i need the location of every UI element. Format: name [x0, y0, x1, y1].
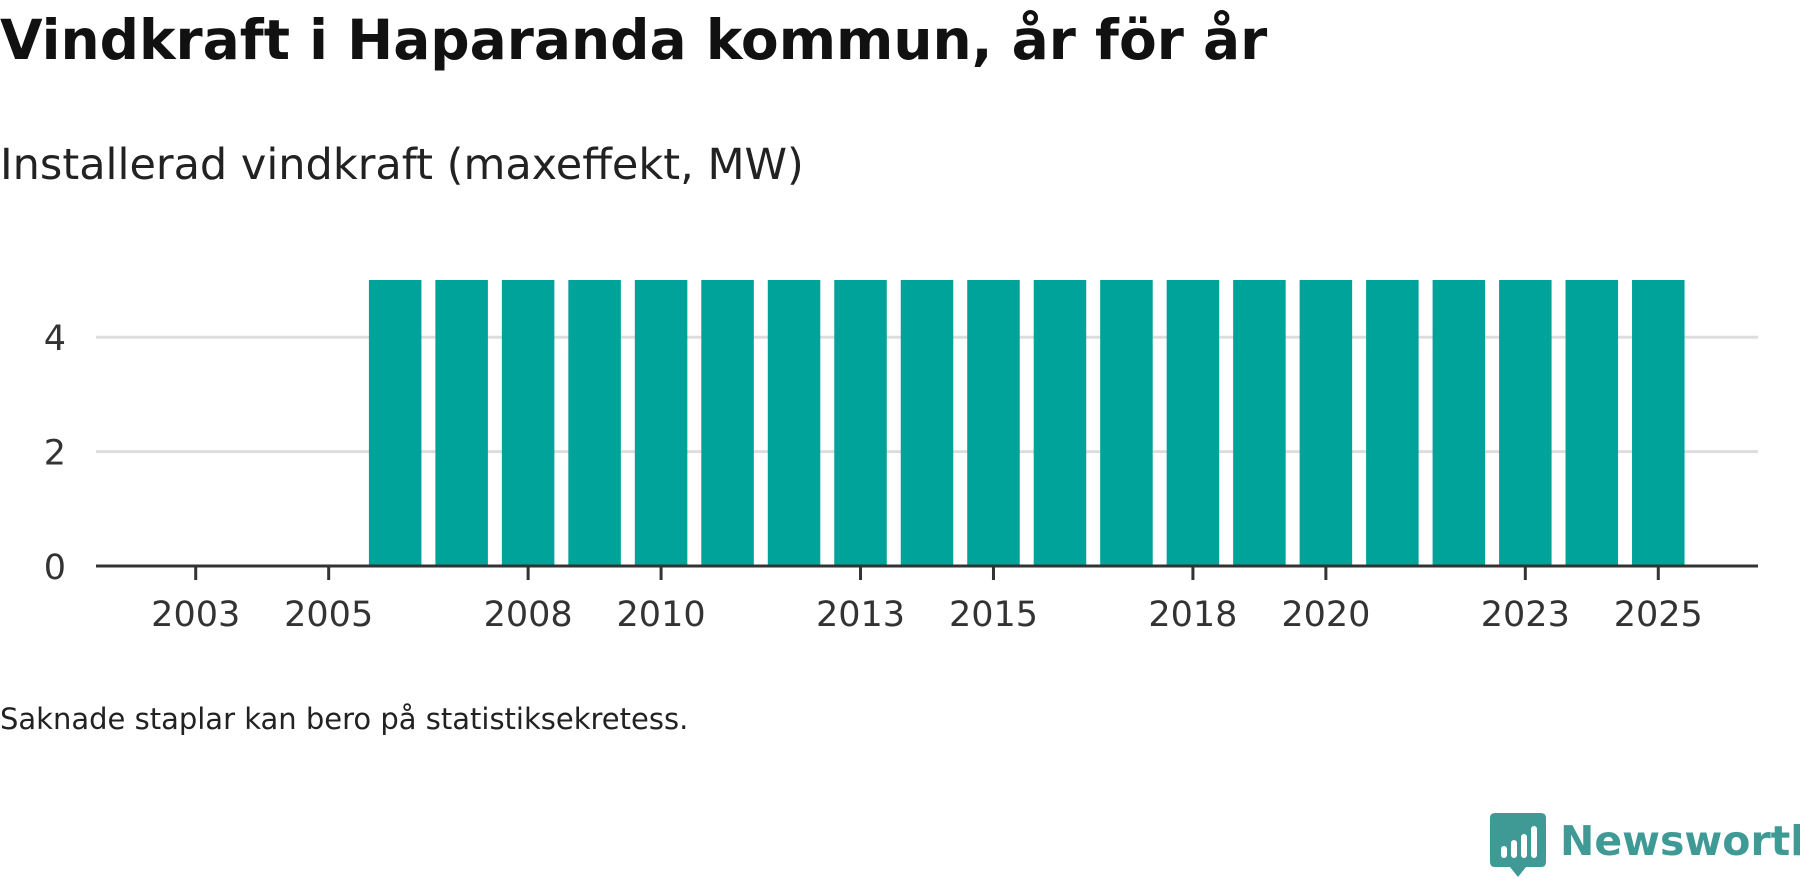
- x-tick-label: 2003: [151, 595, 240, 635]
- bar-2013: [834, 280, 887, 566]
- bar-2009: [568, 280, 621, 566]
- x-tick-label: 2005: [284, 595, 373, 635]
- bar-2007: [435, 280, 488, 566]
- brand-logo: Newsworthy: [1490, 813, 1800, 879]
- x-tick-label: 2015: [949, 595, 1038, 635]
- newsworthy-logo-icon: [1490, 813, 1546, 877]
- bar-2022: [1432, 280, 1486, 566]
- bar-chart: 0 2 4 2003 2005 2008 2010 2013 2015 2018 2020 2023 2…: [44, 280, 1758, 635]
- bar-2021: [1366, 280, 1419, 566]
- bar-2011: [701, 280, 754, 566]
- bar-2014: [900, 280, 954, 566]
- x-tick-label: 2008: [484, 595, 573, 635]
- bar-2024: [1565, 280, 1619, 566]
- x-tick-label: 2018: [1148, 595, 1237, 635]
- bar-2006: [368, 280, 422, 566]
- x-tick-label: 2013: [816, 595, 905, 635]
- bar-2017: [1100, 280, 1153, 566]
- y-tick-label: 2: [44, 434, 66, 474]
- footnote: Saknade staplar kan bero på statistiksek…: [0, 702, 689, 736]
- bar-2020: [1299, 280, 1353, 566]
- bar-2008: [501, 280, 555, 566]
- chart-subtitle: Installerad vindkraft (maxeffekt, MW): [0, 140, 804, 190]
- x-tick-label: 2010: [617, 595, 706, 635]
- x-tick-label: 2025: [1614, 595, 1703, 635]
- bar-2015: [967, 280, 1020, 566]
- bar-2016: [1033, 280, 1087, 566]
- bar-2010: [634, 280, 688, 566]
- bar-2025: [1632, 280, 1685, 566]
- y-tick-label: 0: [44, 548, 66, 588]
- y-tick-label: 4: [44, 319, 66, 359]
- chart-title: Vindkraft i Haparanda kommun, år för år: [0, 8, 1268, 72]
- brand-name: Newsworthy: [1560, 817, 1800, 865]
- bar-2019: [1233, 280, 1286, 566]
- x-tick-label: 2020: [1281, 595, 1370, 635]
- bar-2012: [767, 280, 821, 566]
- bar-2023: [1499, 280, 1552, 566]
- bar-2018: [1166, 280, 1220, 566]
- x-tick-label: 2023: [1481, 595, 1570, 635]
